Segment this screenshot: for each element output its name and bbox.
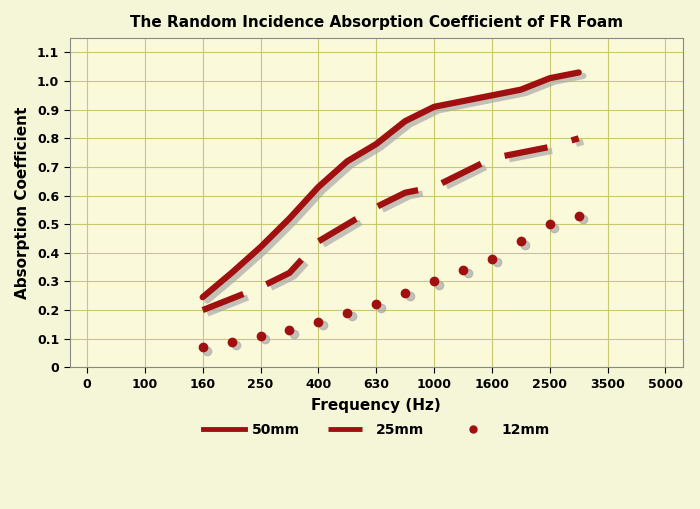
X-axis label: Frequency (Hz): Frequency (Hz) <box>312 398 441 413</box>
Y-axis label: Absorption Coefficient: Absorption Coefficient <box>15 106 30 299</box>
Title: The Random Incidence Absorption Coefficient of FR Foam: The Random Incidence Absorption Coeffici… <box>130 15 623 30</box>
Legend: 50mm, 25mm, 12mm: 50mm, 25mm, 12mm <box>197 417 555 443</box>
